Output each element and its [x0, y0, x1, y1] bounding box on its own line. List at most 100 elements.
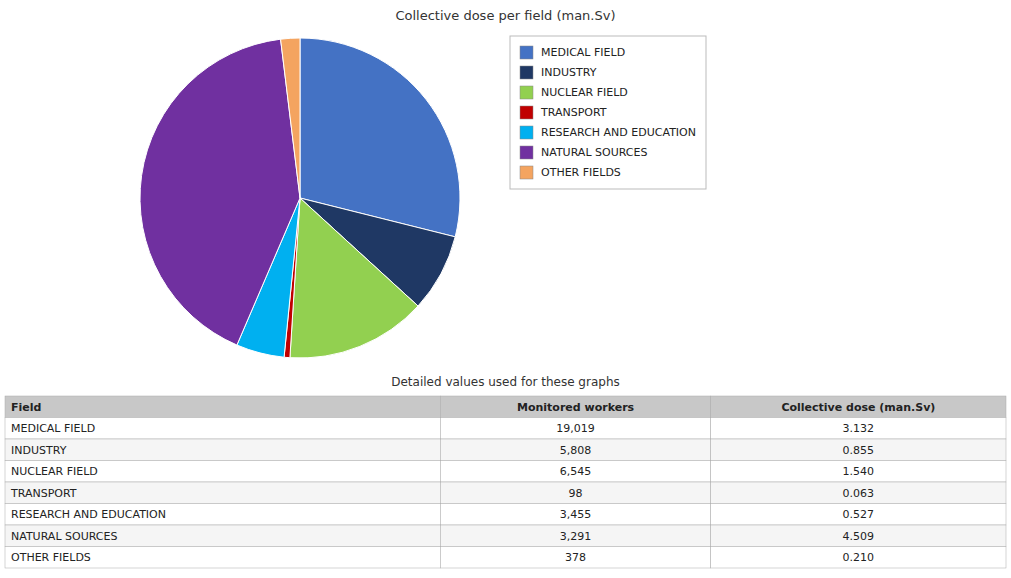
cell-text: NATURAL SOURCES — [11, 530, 117, 543]
table-cell: 0.063 — [711, 482, 1006, 504]
pie-slice — [290, 198, 418, 358]
cell-background — [5, 482, 440, 504]
table-header-cell: Field — [5, 396, 440, 418]
cell-text: 5,808 — [560, 444, 592, 457]
pie-slice — [281, 38, 300, 198]
table-cell: MEDICAL FIELD — [5, 418, 440, 440]
cell-text: 6,545 — [560, 465, 592, 478]
cell-text: RESEARCH AND EDUCATION — [11, 508, 166, 521]
cell-text: 4.509 — [843, 530, 875, 543]
cell-background — [440, 482, 710, 504]
cell-background — [711, 547, 1006, 569]
table-cell: 3.132 — [711, 418, 1006, 440]
cell-background — [440, 461, 710, 483]
legend-swatch — [520, 86, 533, 99]
cell-text: 0.063 — [843, 487, 875, 500]
table-cell: 3,455 — [440, 504, 710, 526]
table-cell: 1.540 — [711, 461, 1006, 483]
cell-text: 3,291 — [560, 530, 592, 543]
cell-background — [440, 547, 710, 569]
column-header: Monitored workers — [517, 401, 635, 414]
table-cell: INDUSTRY — [5, 439, 440, 461]
cell-text: 3,455 — [560, 508, 592, 521]
cell-background — [711, 418, 1006, 440]
legend-item: OTHER FIELDS — [520, 166, 621, 179]
legend-swatch — [520, 106, 533, 119]
cell-text: 19,019 — [556, 422, 595, 435]
cell-text: 0.855 — [843, 444, 875, 457]
legend-label: INDUSTRY — [541, 66, 597, 79]
legend-label: OTHER FIELDS — [541, 166, 621, 179]
table-cell: NUCLEAR FIELD — [5, 461, 440, 483]
legend-swatch — [520, 66, 533, 79]
legend-item: RESEARCH AND EDUCATION — [520, 126, 696, 139]
table-header-cell: Monitored workers — [440, 396, 710, 418]
legend-swatch — [520, 46, 533, 59]
table-cell: NATURAL SOURCES — [5, 525, 440, 547]
cell-background — [711, 525, 1006, 547]
cell-background — [711, 439, 1006, 461]
cell-text: INDUSTRY — [11, 444, 67, 457]
cell-background — [711, 482, 1006, 504]
table-cell: 6,545 — [440, 461, 710, 483]
cell-background — [5, 396, 440, 418]
pie-slice — [140, 39, 300, 345]
legend-label: TRANSPORT — [540, 106, 607, 119]
chart: Collective dose per field (man.Sv) MEDICA… — [0, 0, 1011, 578]
table-cell: 5,808 — [440, 439, 710, 461]
cell-text: 378 — [565, 551, 586, 564]
cell-background — [440, 396, 710, 418]
table: Field Monitored workers Collective dose (m… — [5, 396, 1006, 568]
cell-background — [440, 418, 710, 440]
cell-background — [5, 547, 440, 569]
cell-text: TRANSPORT — [10, 487, 77, 500]
table-cell: 3,291 — [440, 525, 710, 547]
legend-label: NATURAL SOURCES — [541, 146, 647, 159]
cell-background — [5, 525, 440, 547]
legend-label: RESEARCH AND EDUCATION — [541, 126, 696, 139]
table-cell: 19,019 — [440, 418, 710, 440]
legend-swatch — [520, 166, 533, 179]
legend-swatch — [520, 126, 533, 139]
cell-text: 0.210 — [843, 551, 875, 564]
table-cell: TRANSPORT — [5, 482, 440, 504]
cell-text: NUCLEAR FIELD — [11, 465, 98, 478]
cell-background — [5, 461, 440, 483]
cell-text: 0.527 — [843, 508, 875, 521]
table-cell: RESEARCH AND EDUCATION — [5, 504, 440, 526]
legend-swatch — [520, 146, 533, 159]
table-cell: 0.527 — [711, 504, 1006, 526]
legend-item: MEDICAL FIELD — [520, 46, 625, 59]
legend-item: INDUSTRY — [520, 66, 597, 79]
table-cell: 98 — [440, 482, 710, 504]
title: Collective dose per field (man.Sv) — [395, 8, 615, 23]
cell-text: 1.540 — [843, 465, 875, 478]
legend-item: TRANSPORT — [520, 106, 607, 119]
pie — [140, 38, 460, 358]
cell-background — [711, 504, 1006, 526]
cell-background — [5, 418, 440, 440]
table-cell: 4.509 — [711, 525, 1006, 547]
legend-item: NUCLEAR FIELD — [520, 86, 628, 99]
table-title: Detailed values used for these graphs — [391, 375, 620, 389]
legend-item: NATURAL SOURCES — [520, 146, 647, 159]
legend-frame — [510, 36, 706, 189]
cell-background — [711, 461, 1006, 483]
table-header-cell: Collective dose (man.Sv) — [711, 396, 1006, 418]
cell-text: 98 — [569, 487, 583, 500]
cell-background — [711, 396, 1006, 418]
cell-text: OTHER FIELDS — [11, 551, 91, 564]
cell-background — [5, 504, 440, 526]
legend: MEDICAL FIELD INDUSTRY NUCLEAR FIELD TRANSP… — [510, 36, 706, 189]
cell-background — [440, 504, 710, 526]
legend-label: MEDICAL FIELD — [541, 46, 625, 59]
legend-label: NUCLEAR FIELD — [541, 86, 628, 99]
table-cell: 0.855 — [711, 439, 1006, 461]
column-header: Field — [11, 401, 41, 414]
cell-text: 3.132 — [843, 422, 875, 435]
cell-background — [440, 439, 710, 461]
cell-background — [440, 525, 710, 547]
column-header: Collective dose (man.Sv) — [781, 401, 935, 414]
table-cell: OTHER FIELDS — [5, 547, 440, 569]
cell-text: MEDICAL FIELD — [11, 422, 95, 435]
